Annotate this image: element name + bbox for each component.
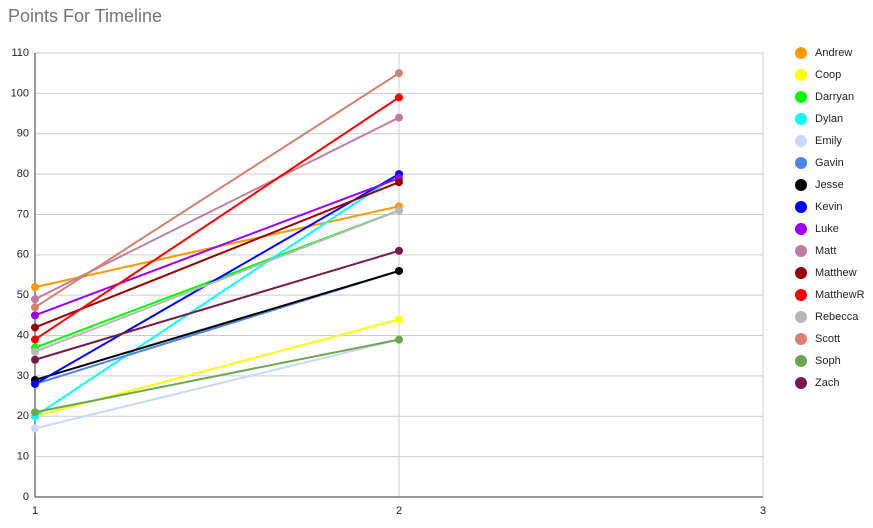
y-tick-label: 80	[17, 168, 29, 180]
point	[31, 335, 39, 344]
y-tick-label: 50	[17, 289, 29, 301]
legend-swatch	[795, 289, 807, 301]
point	[395, 178, 403, 187]
point	[395, 246, 403, 255]
legend-label: Coop	[815, 69, 841, 81]
y-tick-label: 20	[17, 410, 29, 422]
point	[395, 335, 403, 344]
y-tick-label: 90	[17, 128, 29, 140]
legend-label: Kevin	[815, 201, 843, 213]
legend-swatch	[795, 311, 807, 323]
legend-swatch	[795, 135, 807, 147]
point	[31, 323, 39, 332]
legend-swatch	[795, 179, 807, 191]
legend-swatch	[795, 223, 807, 235]
legend-label: Dylan	[815, 113, 843, 125]
series-line	[34, 338, 400, 430]
legend-label: Luke	[815, 223, 839, 235]
series-line	[34, 249, 400, 361]
legend-swatch	[795, 113, 807, 125]
legend-label: Andrew	[815, 47, 852, 59]
legend-label: Jesse	[815, 179, 844, 191]
legend-swatch	[795, 91, 807, 103]
y-tick-label: 110	[11, 47, 29, 59]
legend-label: MatthewR	[815, 289, 865, 301]
legend-label: Gavin	[815, 157, 844, 169]
series-line	[34, 177, 400, 317]
legend-label: Zach	[815, 377, 839, 389]
legend-swatch	[795, 267, 807, 279]
legend-label: Rebecca	[815, 311, 859, 323]
legend-swatch	[795, 47, 807, 59]
series-line	[34, 181, 400, 329]
legend-label: Emily	[815, 135, 842, 147]
x-tick-label: 1	[32, 505, 38, 517]
point	[31, 355, 39, 364]
point	[31, 424, 39, 433]
y-tick-label: 60	[17, 249, 29, 261]
point	[395, 93, 403, 102]
legend-swatch	[795, 245, 807, 257]
legend-label: Scott	[815, 333, 840, 345]
x-tick-label: 2	[396, 505, 402, 517]
y-tick-label: 0	[23, 491, 29, 503]
series-line	[34, 270, 400, 381]
legend-label: Soph	[815, 355, 841, 367]
series-line	[34, 209, 400, 353]
y-tick-label: 40	[17, 329, 29, 341]
series-line	[34, 173, 400, 418]
point	[395, 113, 403, 122]
point	[31, 311, 39, 320]
series-line	[34, 338, 400, 414]
point	[395, 206, 403, 215]
x-tick-label: 3	[760, 505, 766, 517]
legend-swatch	[795, 355, 807, 367]
point	[31, 283, 39, 292]
point	[31, 303, 39, 312]
point	[395, 69, 403, 78]
y-tick-label: 70	[17, 208, 29, 220]
legend-label: Darryan	[815, 91, 854, 103]
legend-swatch	[795, 333, 807, 345]
y-tick-label: 10	[17, 451, 29, 463]
point	[395, 315, 403, 324]
series-line	[34, 96, 400, 341]
point	[31, 379, 39, 388]
point	[31, 408, 39, 417]
point	[31, 347, 39, 356]
legend-swatch	[795, 377, 807, 389]
legend-label: Matthew	[815, 267, 857, 279]
y-tick-label: 100	[11, 87, 29, 99]
legend-swatch	[795, 201, 807, 213]
legend-swatch	[795, 69, 807, 81]
chart-title: Points For Timeline	[8, 6, 162, 26]
point	[31, 295, 39, 304]
series-line	[34, 173, 400, 385]
legend-label: Matt	[815, 245, 836, 257]
y-tick-label: 30	[17, 370, 29, 382]
point	[395, 266, 403, 275]
legend-swatch	[795, 157, 807, 169]
series-line	[34, 72, 400, 309]
